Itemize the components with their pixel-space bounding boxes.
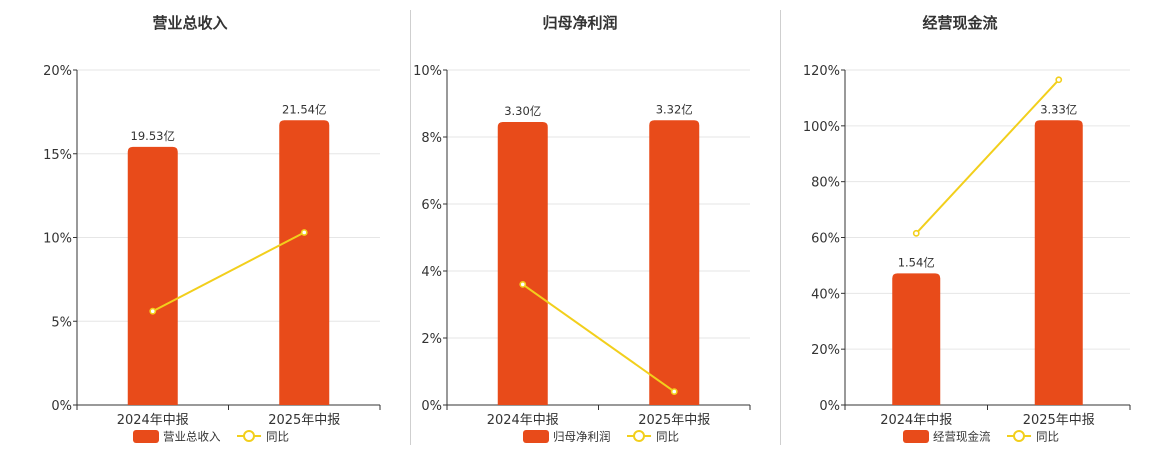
bar-value-label: 21.54亿 [282,102,326,116]
y-tick-label: 0% [819,399,840,414]
legend-bar-swatch [133,430,159,443]
y-tick-label: 10% [413,64,442,79]
yoy-point [519,280,527,288]
yoy-line [522,283,675,393]
x-category-label: 2024年中报 [880,413,952,428]
chart-title: 归母净利润 [542,14,617,32]
legend-line-label: 同比 [656,430,679,444]
legend-bar-label: 经营现金流 [933,430,991,444]
bar [1034,120,1083,405]
panel-divider [780,10,781,445]
bar [279,120,330,405]
legend-line-marker [1013,430,1025,442]
yoy-line [915,79,1060,234]
yoy-point [670,388,678,395]
y-tick-label: 10% [43,232,72,247]
y-tick-label: 20% [811,343,840,358]
bar-value-label: 19.53亿 [131,129,175,143]
chart-title: 营业总收入 [152,14,227,32]
yoy-point [1055,76,1063,84]
y-tick-label: 0% [421,399,442,414]
chart-svg: 经营现金流 0% 20% 40% 60% 80% 100% 120% 2024年中报 2025年中… [803,14,1131,444]
legend-line-label: 同比 [1036,430,1059,444]
y-tick-label: 15% [43,148,72,163]
x-category-label: 2025年中报 [1023,413,1095,428]
y-tick-label: 40% [811,287,840,302]
legend-bar-swatch [903,430,929,443]
x-category-label: 2024年中报 [487,413,559,428]
chart-panel-revenue: 营业总收入 0% 5% 10% 15% 20% 2024年中报 2025年中报 19.53亿 21… [0,0,395,450]
chart-title: 经营现金流 [922,14,997,32]
chart-panel-net-profit: 归母净利润 0% 2% 4% 6% 8% 10% 2024年中报 2025年中报 3.30亿 3.3… [405,0,780,450]
chart-panel-cashflow: 经营现金流 0% 20% 40% 60% 80% 100% 120% 2024年中报 2025年中… [775,0,1160,450]
x-category-label: 2025年中报 [268,413,340,428]
y-tick-label: 60% [811,232,840,247]
bar [892,273,941,405]
chart-svg: 归母净利润 0% 2% 4% 6% 8% 10% 2024年中报 2025年中报 3.30亿 3.3… [413,14,751,444]
yoy-line [152,231,305,313]
y-tick-label: 80% [811,176,840,191]
legend-line-label: 同比 [266,430,289,444]
legend-line-marker [633,430,645,442]
y-tick-label: 100% [803,120,840,135]
y-tick-label: 0% [51,399,72,414]
bar-value-label: 3.32亿 [656,102,693,116]
y-tick-label: 2% [421,332,442,347]
bar [127,146,178,405]
chart-svg: 营业总收入 0% 5% 10% 15% 20% 2024年中报 2025年中报 19.53亿 21… [43,14,381,444]
legend-bar-swatch [523,430,549,443]
bar-value-label: 3.33亿 [1040,102,1077,116]
y-tick-label: 120% [803,64,840,79]
bar [497,121,548,405]
panel-divider [410,10,411,445]
x-category-label: 2024年中报 [117,413,189,428]
y-tick-label: 6% [421,198,442,213]
legend-line-marker [243,430,255,442]
legend-bar-label: 营业总收入 [163,430,221,444]
y-tick-label: 8% [421,131,442,146]
y-tick-label: 20% [43,64,72,79]
bar [649,120,700,405]
y-tick-label: 4% [421,265,442,280]
bar-value-label: 1.54亿 [898,255,935,269]
yoy-point [300,229,308,236]
y-tick-label: 5% [51,315,72,330]
yoy-point [149,307,157,315]
x-category-label: 2025年中报 [638,413,710,428]
yoy-point [912,229,920,237]
legend-bar-label: 归母净利润 [553,430,611,444]
bar-value-label: 3.30亿 [504,104,541,118]
